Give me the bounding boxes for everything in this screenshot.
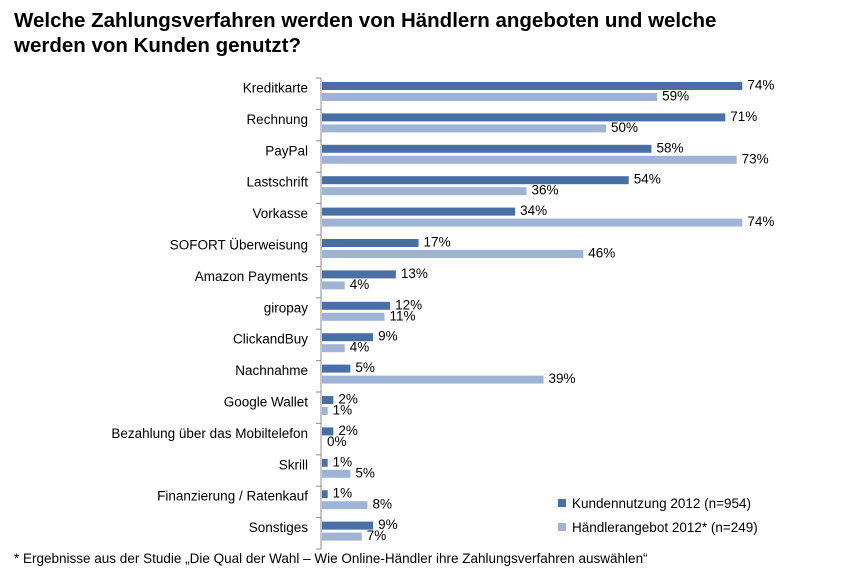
legend-label-kundennutzung: Kundennutzung 2012 (n=954)	[572, 495, 752, 511]
data-label-kundennutzung-sonstiges: 9%	[378, 517, 398, 532]
category-label-rechnung: Rechnung	[246, 112, 308, 127]
data-label-haendlerangebot-paypal: 73%	[742, 151, 769, 166]
category-label-sofort-ueberweisung: SOFORT Überweisung	[170, 238, 308, 253]
bar-haendlerangebot-vorkasse	[322, 218, 743, 227]
bar-kundennutzung-finanzierung-ratenkauf	[322, 490, 328, 499]
legend-swatch-haendlerangebot	[558, 523, 566, 531]
bar-kundennutzung-google-wallet	[322, 396, 334, 404]
bar-kundennutzung-vorkasse	[322, 207, 516, 216]
data-label-haendlerangebot-skrill: 5%	[355, 465, 375, 480]
category-label-skrill: Skrill	[279, 457, 308, 472]
bar-haendlerangebot-amazon-payments	[322, 281, 345, 290]
bar-kundennutzung-kreditkarte	[322, 82, 743, 90]
bar-haendlerangebot-kreditkarte	[322, 93, 658, 101]
data-label-kundennutzung-paypal: 58%	[656, 140, 683, 155]
data-label-kundennutzung-lastschrift: 54%	[634, 172, 661, 187]
bar-haendlerangebot-giropay	[322, 312, 385, 321]
category-label-google-wallet: Google Wallet	[224, 395, 309, 410]
bar-haendlerangebot-rechnung	[322, 124, 606, 133]
data-label-haendlerangebot-vorkasse: 74%	[747, 214, 774, 229]
footnote: * Ergebnisse aus der Studie „Die Qual de…	[14, 551, 648, 566]
category-label-kreditkarte: Kreditkarte	[243, 81, 308, 96]
data-label-kundennutzung-vorkasse: 34%	[520, 203, 547, 218]
bar-haendlerangebot-google-wallet	[322, 407, 328, 415]
bar-kundennutzung-lastschrift	[322, 176, 629, 185]
chart-legend: Kundennutzung 2012 (n=954) Händlerangebo…	[558, 491, 758, 539]
bar-kundennutzung-bezahlung-ueber-das-mobiltelefon	[322, 427, 334, 436]
data-label-haendlerangebot-lastschrift: 36%	[531, 183, 558, 198]
chart-title: Welche Zahlungsverfahren werden von Händ…	[14, 8, 834, 58]
category-label-lastschrift: Lastschrift	[246, 175, 308, 190]
category-label-giropay: giropay	[264, 300, 309, 315]
bar-kundennutzung-sonstiges	[322, 521, 374, 530]
data-label-kundennutzung-google-wallet: 2%	[338, 392, 358, 407]
data-label-haendlerangebot-rechnung: 50%	[611, 120, 638, 135]
bar-haendlerangebot-skrill	[322, 469, 351, 478]
data-label-haendlerangebot-kreditkarte: 59%	[662, 89, 689, 104]
category-label-finanzierung-ratenkauf: Finanzierung / Ratenkauf	[157, 489, 308, 504]
data-label-haendlerangebot-finanzierung-ratenkauf: 8%	[372, 497, 392, 512]
data-label-kundennutzung-sofort-ueberweisung: 17%	[424, 235, 451, 250]
category-label-sonstiges: Sonstiges	[249, 520, 309, 535]
data-label-kundennutzung-finanzierung-ratenkauf: 1%	[333, 486, 353, 501]
category-label-amazon-payments: Amazon Payments	[195, 269, 309, 284]
bar-haendlerangebot-paypal	[322, 155, 737, 164]
data-label-haendlerangebot-bezahlung-ueber-das-mobiltelefon: 0%	[327, 434, 347, 449]
bar-haendlerangebot-sonstiges	[322, 532, 362, 541]
bar-kundennutzung-sofort-ueberweisung	[322, 239, 419, 247]
category-label-bezahlung-ueber-das-mobiltelefon: Bezahlung über das Mobiltelefon	[111, 426, 308, 441]
data-label-kundennutzung-clickandbuy: 9%	[378, 329, 398, 344]
bar-haendlerangebot-nachnahme	[322, 375, 544, 384]
bar-kundennutzung-giropay	[322, 301, 391, 310]
data-label-kundennutzung-bezahlung-ueber-das-mobiltelefon: 2%	[338, 423, 358, 438]
data-label-haendlerangebot-sofort-ueberweisung: 46%	[588, 246, 615, 261]
data-label-kundennutzung-giropay: 12%	[395, 297, 422, 312]
data-label-kundennutzung-nachnahme: 5%	[355, 360, 375, 375]
bar-haendlerangebot-sofort-ueberweisung	[322, 250, 584, 258]
data-label-haendlerangebot-giropay: 11%	[389, 308, 415, 323]
bar-kundennutzung-rechnung	[322, 113, 726, 122]
chart-title-line-1: Welche Zahlungsverfahren werden von Händ…	[14, 9, 717, 32]
data-label-haendlerangebot-sonstiges: 7%	[367, 528, 387, 543]
data-label-kundennutzung-amazon-payments: 13%	[401, 266, 428, 281]
bar-kundennutzung-skrill	[322, 458, 328, 467]
chart-title-line-2: werden von Kunden genutzt?	[14, 34, 301, 57]
bar-kundennutzung-paypal	[322, 144, 652, 153]
category-label-paypal: PayPal	[265, 143, 308, 158]
category-label-vorkasse: Vorkasse	[252, 206, 308, 221]
data-label-haendlerangebot-clickandbuy: 4%	[350, 340, 370, 355]
bar-kundennutzung-amazon-payments	[322, 270, 396, 279]
bar-haendlerangebot-finanzierung-ratenkauf	[322, 501, 368, 510]
category-label-clickandbuy: ClickandBuy	[233, 332, 308, 347]
data-label-haendlerangebot-google-wallet: 1%	[333, 403, 353, 418]
category-label-nachnahme: Nachnahme	[235, 363, 308, 378]
bar-kundennutzung-nachnahme	[322, 364, 351, 373]
legend-label-haendlerangebot: Händlerangebot 2012* (n=249)	[572, 519, 758, 535]
data-label-kundennutzung-rechnung: 71%	[730, 109, 757, 124]
data-label-haendlerangebot-nachnahme: 39%	[549, 371, 576, 386]
data-label-kundennutzung-skrill: 1%	[333, 454, 353, 469]
bar-haendlerangebot-clickandbuy	[322, 344, 345, 353]
legend-item-haendlerangebot: Händlerangebot 2012* (n=249)	[558, 515, 758, 539]
data-label-kundennutzung-kreditkarte: 74%	[747, 78, 774, 93]
legend-swatch-kundennutzung	[558, 499, 566, 507]
data-label-haendlerangebot-amazon-payments: 4%	[350, 277, 370, 292]
bar-haendlerangebot-lastschrift	[322, 187, 527, 196]
legend-item-kundennutzung: Kundennutzung 2012 (n=954)	[558, 491, 758, 515]
bar-kundennutzung-clickandbuy	[322, 333, 374, 342]
